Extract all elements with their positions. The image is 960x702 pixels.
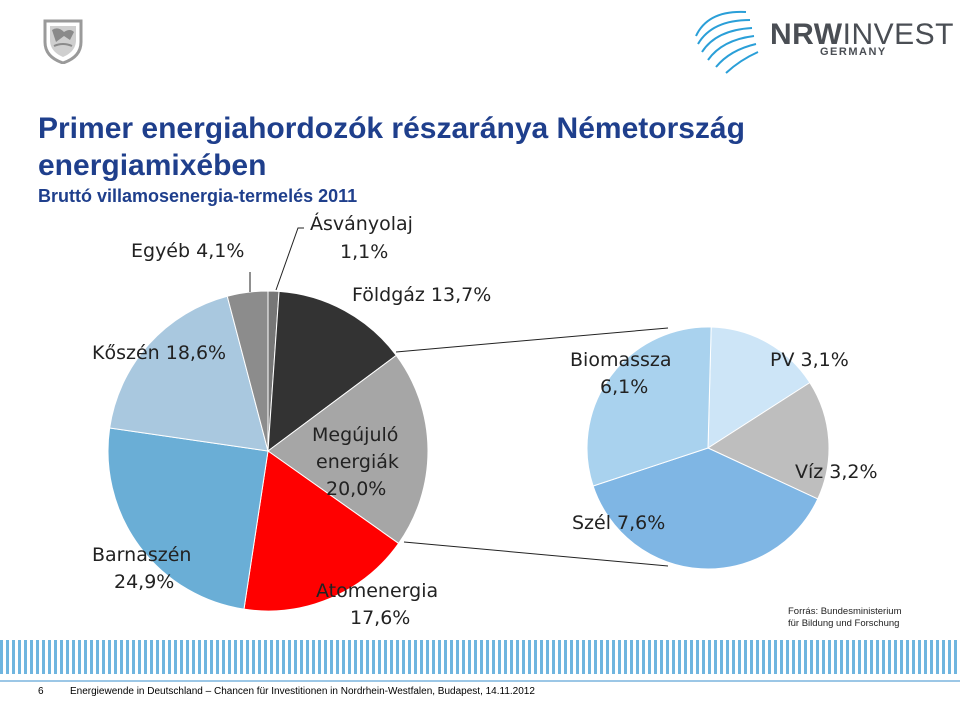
label-pv: PV 3,1% <box>770 349 849 371</box>
label-asvanyolaj-line-2: 1,1% <box>340 241 388 263</box>
connector-line-top <box>395 327 669 353</box>
label-atomenergia-line-1: Atomenergia <box>316 580 438 602</box>
pie-slice-egyeb <box>226 290 269 452</box>
leader-line-asvanyolaj <box>275 227 304 291</box>
decorative-stripe-band <box>0 640 960 674</box>
source-line-2: für Bildung und Forschung <box>788 618 900 629</box>
renewables-pie <box>586 326 830 570</box>
label-megujulo-energiak-line-2: energiák <box>316 451 399 473</box>
footer-divider <box>0 680 960 682</box>
label-szel: Szél 7,6% <box>572 512 665 534</box>
label-foldgaz: Földgáz 13,7% <box>352 284 491 306</box>
pie-slice-pv <box>707 326 811 449</box>
pie-slice-koszen <box>109 295 269 452</box>
page-subtitle: Bruttó villamosenergia-termelés 2011 <box>38 186 358 206</box>
label-barnaszen-line-1: Barnaszén <box>92 544 191 566</box>
main-pie <box>107 290 429 612</box>
label-megujulo-energiak-line-3: 20,0% <box>326 478 386 500</box>
label-biomassza-line-1: Biomassza <box>570 349 672 371</box>
page-title: Primer energiahordozók részaránya Németo… <box>38 112 745 182</box>
nrw-coat-of-arms-icon <box>43 19 83 64</box>
footer-text: Energiewende in Deutschland – Chancen fü… <box>70 686 535 697</box>
nrw-invest-logo-icon <box>695 10 759 74</box>
logo-nrw-text: NRW <box>770 18 843 51</box>
pie-labels: Ásványolaj 1,1% Földgáz 13,7% Megújuló energ… <box>92 212 878 629</box>
label-asvanyolaj-line-1: Ásványolaj <box>310 212 413 235</box>
label-egyeb: Egyéb 4,1% <box>131 240 244 262</box>
source-line-1: Forrás: Bundesministerium <box>788 606 902 617</box>
connector-line-bottom <box>403 541 669 567</box>
logo-invest-text: INVEST <box>842 18 954 51</box>
label-atomenergia-line-2: 17,6% <box>350 607 410 629</box>
label-biomassza-line-2: 6,1% <box>600 376 648 398</box>
logo-wordmark: NRWINVEST <box>770 18 954 52</box>
pie-slice-viz <box>706 381 830 500</box>
pie-connector-lines <box>249 227 669 567</box>
logo-germany-text: GERMANY <box>820 46 887 58</box>
pie-slice-barnaszen <box>107 427 269 610</box>
source-note: Forrás: Bundesministerium für Bildung un… <box>788 606 902 630</box>
pie-slice-foldgaz <box>267 290 397 453</box>
pie-slice-atomenergia <box>243 450 400 612</box>
pie-slice-megujulo-energiak <box>267 354 429 545</box>
label-barnaszen-line-2: 24,9% <box>114 571 174 593</box>
label-viz: Víz 3,2% <box>795 461 878 483</box>
pie-slice-biomassza <box>586 326 712 487</box>
footer-bar <box>0 674 960 702</box>
label-koszen: Kőszén 18,6% <box>92 342 226 364</box>
label-megujulo-energiak-line-1: Megújuló <box>312 424 398 446</box>
page-number: 6 <box>38 686 44 697</box>
pie-slice-szel <box>592 447 819 570</box>
